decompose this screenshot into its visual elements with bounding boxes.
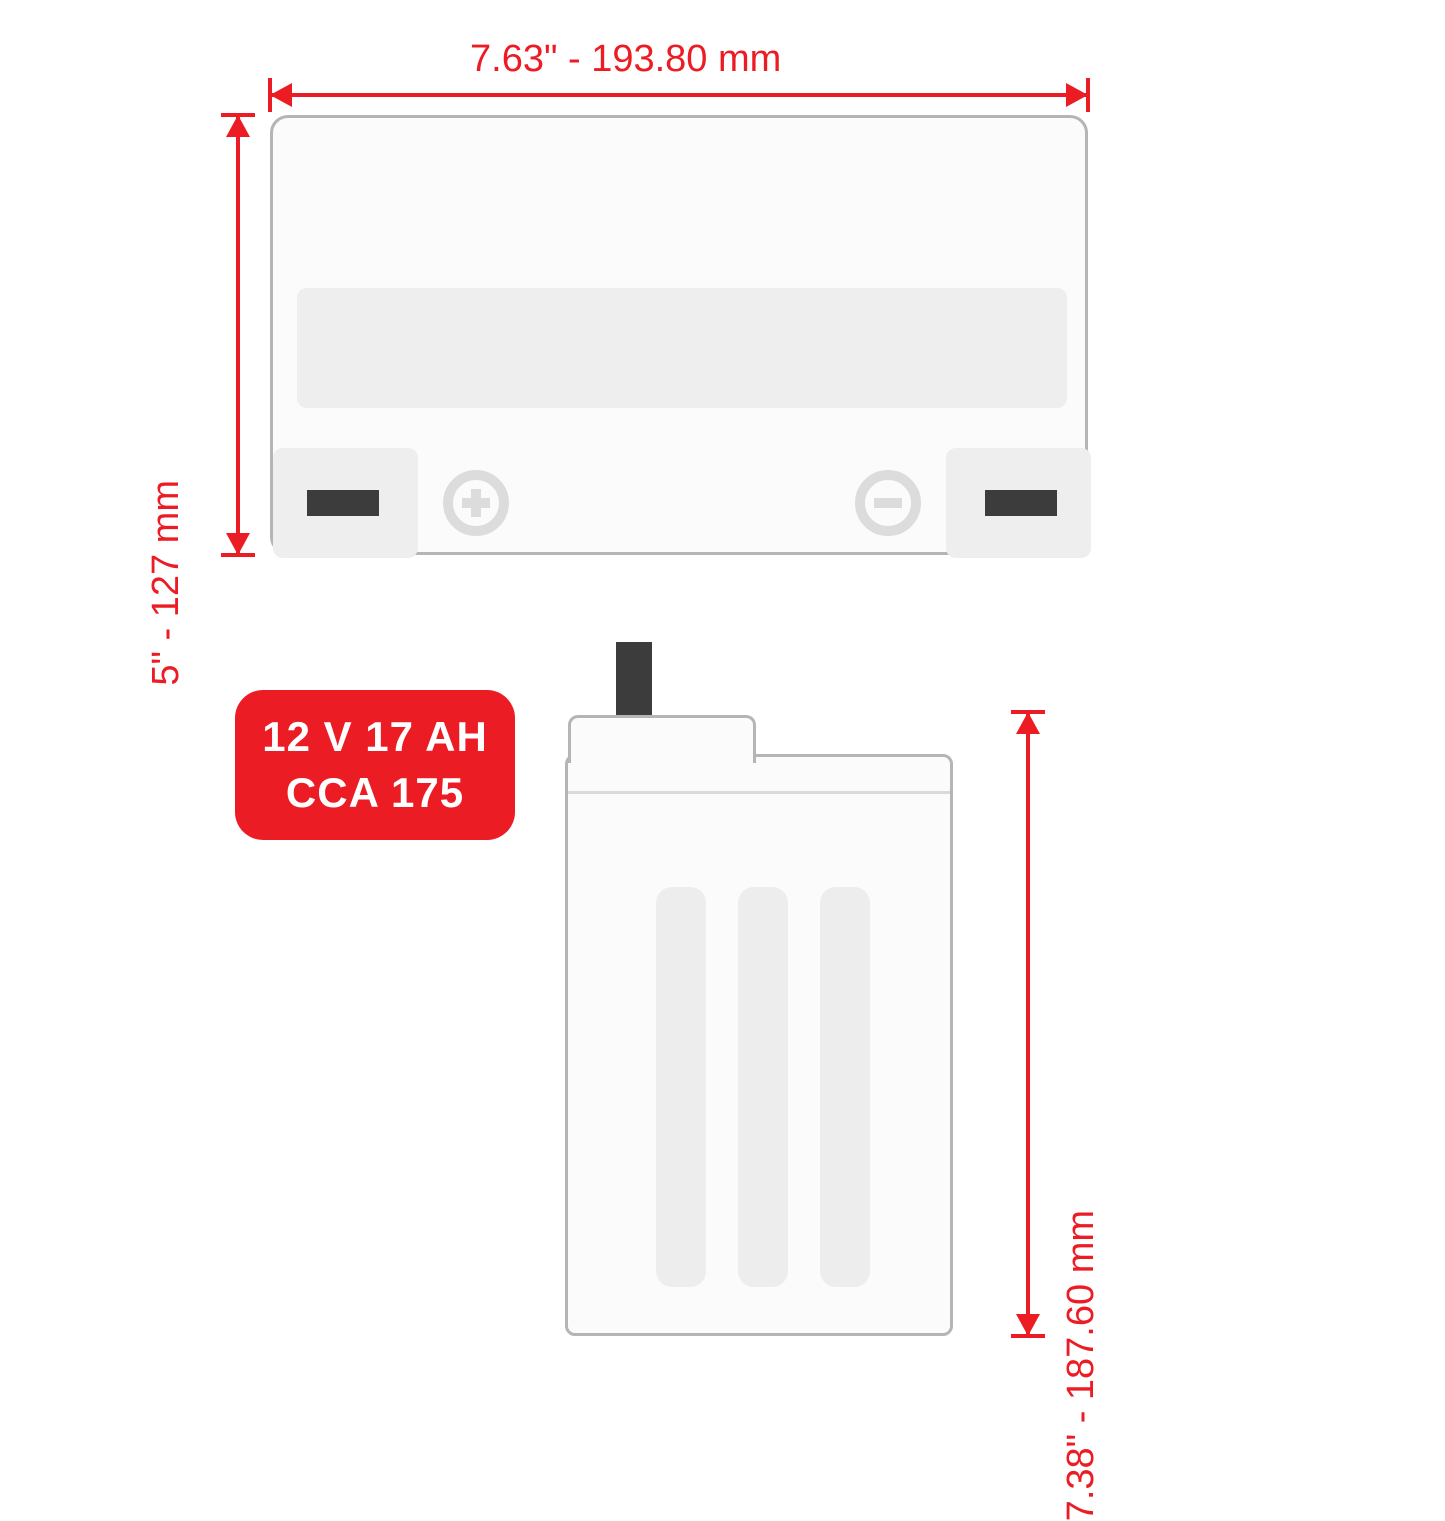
battery-top-view <box>270 115 1088 555</box>
terminal-bar-right <box>985 490 1057 516</box>
battery-seam-line <box>568 791 950 794</box>
spec-line-cca: CCA 175 <box>255 769 495 817</box>
battery-ridge <box>738 887 788 1287</box>
terminal-bar-left <box>307 490 379 516</box>
diagram-canvas: 7.63" - 193.80 mm 5" - 127 mm 7.38" - 18… <box>0 0 1445 1444</box>
battery-ridge <box>656 887 706 1287</box>
battery-side-view <box>565 754 953 1336</box>
battery-top-band <box>297 288 1067 408</box>
battery-top-cap <box>568 715 756 763</box>
height-dimension-label: 7.38" - 187.60 mm <box>1060 1210 1103 1521</box>
battery-terminal-post <box>616 642 652 720</box>
terminal-plus-icon <box>443 470 509 536</box>
depth-dimension-label: 5" - 127 mm <box>145 480 188 686</box>
battery-ridge <box>820 887 870 1287</box>
spec-line-voltage: 12 V 17 AH <box>255 713 495 761</box>
terminal-minus-icon <box>855 470 921 536</box>
spec-badge: 12 V 17 AH CCA 175 <box>235 690 515 840</box>
width-dimension-label: 7.63" - 193.80 mm <box>470 38 781 81</box>
